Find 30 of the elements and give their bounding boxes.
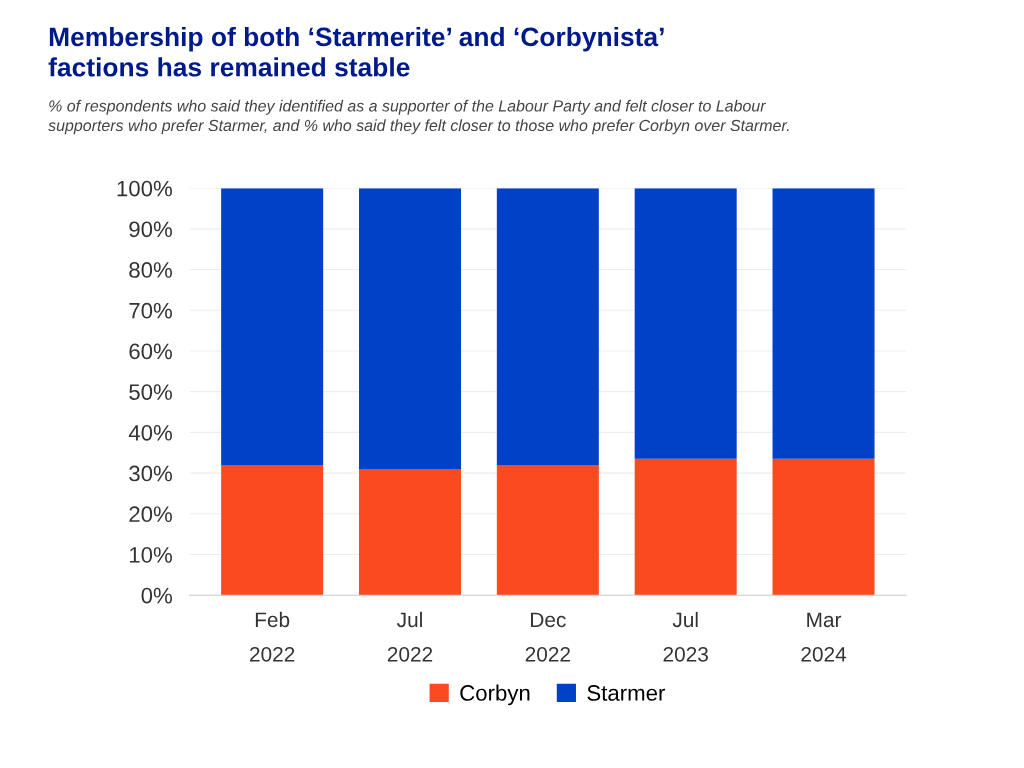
- bar: [496, 464, 599, 596]
- y-tick-label: 40%: [128, 424, 172, 441]
- bar: [358, 188, 461, 470]
- bar: [221, 464, 324, 596]
- y-tick-label: 30%: [129, 465, 172, 482]
- bar: [221, 188, 324, 465]
- y-tick-label: 70%: [129, 302, 172, 319]
- y-tick-label: 60%: [129, 343, 172, 360]
- x-tick-label: Feb 2022: [250, 611, 295, 662]
- bar: [496, 188, 599, 465]
- y-tick-label: 10%: [129, 547, 172, 563]
- legend-label: Starmer: [587, 685, 666, 701]
- y-tick-label: 0%: [141, 587, 172, 604]
- bar: [358, 469, 461, 596]
- chart-title: Membership of both ‘Starmerite’ and ‘Corbynista’ factions has remained stable: [48, 26, 664, 77]
- legend-label: Corbyn: [460, 684, 530, 706]
- y-tick-label: 80%: [129, 262, 172, 278]
- x-tick-label: Mar 2024: [801, 612, 847, 662]
- y-tick-label: 100%: [117, 180, 172, 197]
- y-tick-label: 20%: [129, 506, 172, 523]
- bar: [772, 458, 875, 596]
- y-tick-label: 90%: [129, 221, 172, 238]
- x-tick-label: Dec 2022: [525, 612, 570, 662]
- y-tick-label: 50%: [129, 384, 172, 400]
- bar: [634, 188, 737, 459]
- bar: [772, 188, 875, 459]
- bar: [634, 458, 737, 596]
- x-tick-label: Jul 2022: [387, 611, 433, 662]
- x-tick-label: Jul 2023: [663, 611, 708, 662]
- chart-subtitle: % of respondents who said they identified as a supporter of the Labour Party and felt closer to Labour supporters who prefer Starmer, and % who said they felt closer to those who prefer Corbyn over Starmer.: [48, 99, 789, 135]
